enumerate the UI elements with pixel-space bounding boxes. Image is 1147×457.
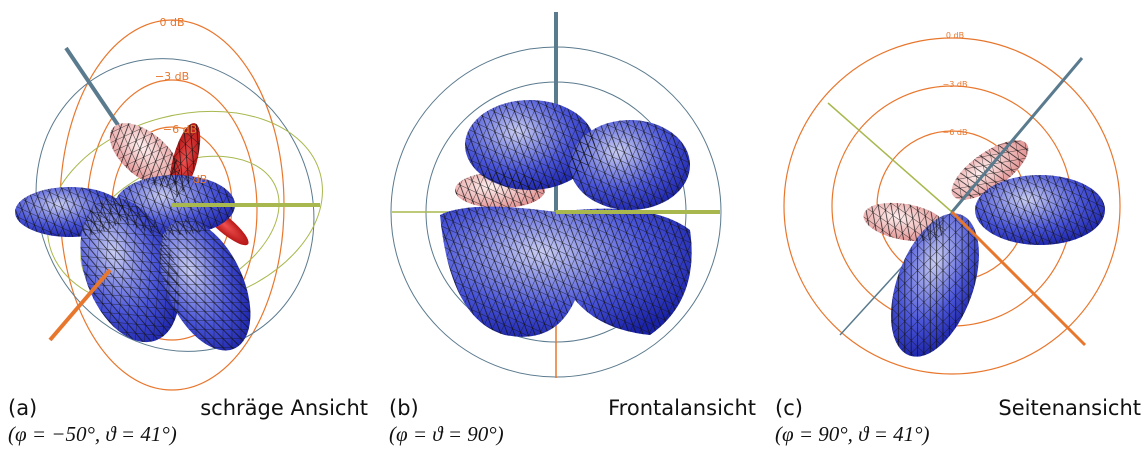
panel-label: (b): [389, 396, 419, 420]
shape: [440, 206, 692, 337]
axis-line: [950, 57, 1084, 213]
panel-angles: (φ = 90°, ϑ = 41°): [775, 422, 930, 446]
panel-label: (c): [775, 396, 803, 420]
shape: [159, 219, 251, 351]
panel-title: Seitenansicht: [998, 396, 1141, 420]
db-label: −6 dB: [163, 123, 197, 136]
panel-title: Frontalansicht: [608, 396, 756, 420]
shape: [891, 213, 979, 357]
panel-b-plot: [390, 12, 722, 378]
db-label: dB: [193, 173, 208, 186]
panel-angles: (φ = ϑ = 90°): [389, 422, 504, 446]
db-label: −3 dB: [155, 70, 189, 83]
balloon: [440, 100, 692, 337]
panel-a-plot: 0 dB −3 dB −6 dB dB: [15, 16, 323, 391]
axis-line: [827, 102, 953, 213]
shape: [975, 175, 1105, 245]
panel-c-plot: 0 dB −3 dB −6 dB: [783, 31, 1121, 375]
db-label: −3 dB: [943, 80, 968, 89]
panel-title: schräge Ansicht: [200, 396, 368, 420]
db-label: −6 dB: [943, 128, 968, 137]
balloon: [863, 140, 1105, 357]
balloon: [15, 123, 251, 351]
shape: [570, 120, 690, 210]
shape: [35, 58, 315, 352]
panel-label: (a): [8, 396, 38, 420]
axis-line: [48, 268, 112, 342]
db-label: 0 dB: [159, 16, 184, 29]
shape: [465, 100, 595, 190]
shape: [783, 37, 1121, 375]
axis-line: [950, 210, 1087, 347]
shape: [951, 140, 1029, 200]
panel-angles: (φ = −50°, ϑ = 41°): [8, 422, 177, 446]
balloon-plots: 0 dB −3 dB −6 dB dB: [15, 12, 1121, 391]
shape: [109, 123, 181, 187]
shape: [80, 197, 180, 343]
db-label: 0 dB: [946, 31, 964, 40]
